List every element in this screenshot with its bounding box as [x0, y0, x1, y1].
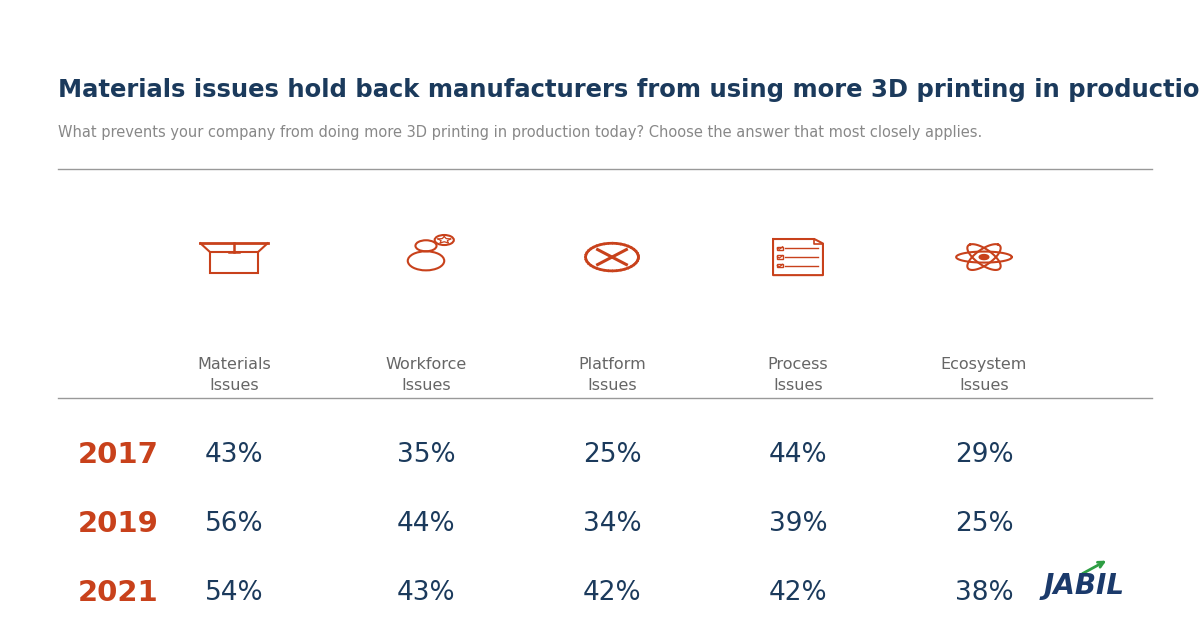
Text: 25%: 25% — [583, 441, 641, 468]
Text: 2019: 2019 — [78, 510, 158, 537]
Text: 54%: 54% — [205, 579, 263, 606]
Text: 44%: 44% — [397, 510, 455, 537]
Text: 43%: 43% — [397, 579, 455, 606]
Text: Materials
Issues: Materials Issues — [197, 357, 271, 393]
Text: Platform
Issues: Platform Issues — [578, 357, 646, 393]
Text: 43%: 43% — [205, 441, 263, 468]
Text: 56%: 56% — [205, 510, 263, 537]
Text: JABIL: JABIL — [1044, 572, 1126, 600]
Text: 38%: 38% — [955, 579, 1013, 606]
Text: 34%: 34% — [583, 510, 641, 537]
Text: 44%: 44% — [769, 441, 827, 468]
Text: Ecosystem
Issues: Ecosystem Issues — [941, 357, 1027, 393]
Bar — [210, 252, 258, 273]
Bar — [776, 264, 784, 268]
Text: 39%: 39% — [769, 510, 827, 537]
Text: Workforce
Issues: Workforce Issues — [385, 357, 467, 393]
Text: 25%: 25% — [955, 510, 1013, 537]
Text: Materials issues hold back manufacturers from using more 3D printing in producti: Materials issues hold back manufacturers… — [58, 78, 1200, 102]
Circle shape — [979, 255, 989, 260]
Text: 2017: 2017 — [78, 441, 158, 468]
Text: 2021: 2021 — [78, 579, 158, 606]
Text: 35%: 35% — [397, 441, 455, 468]
Text: What prevents your company from doing more 3D printing in production today? Choo: What prevents your company from doing mo… — [58, 125, 982, 140]
Text: 29%: 29% — [955, 441, 1013, 468]
Bar — [776, 255, 784, 259]
Bar — [776, 246, 784, 250]
Text: Process
Issues: Process Issues — [768, 357, 828, 393]
Text: 42%: 42% — [769, 579, 827, 606]
Text: 42%: 42% — [583, 579, 641, 606]
